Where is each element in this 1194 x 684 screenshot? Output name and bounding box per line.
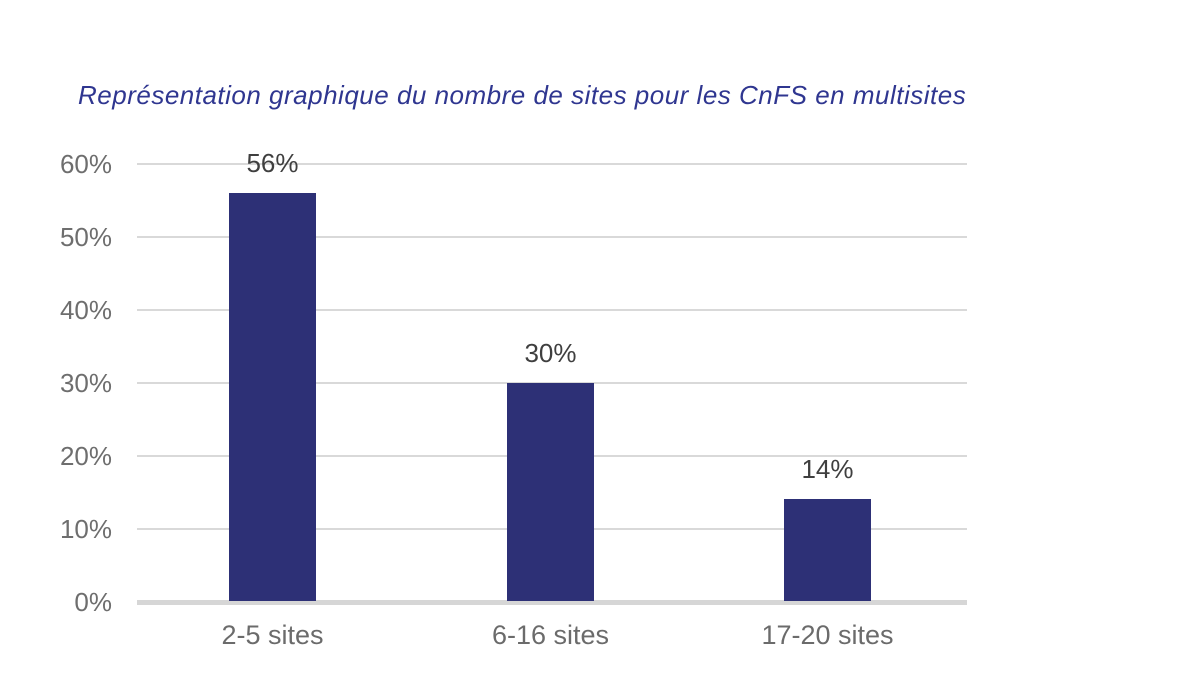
bar: [229, 193, 316, 602]
x-axis-category-label: 6-16 sites: [491, 620, 610, 650]
bar: [507, 382, 594, 602]
x-axis-category-label: 17-20 sites: [761, 620, 894, 650]
y-axis-tick-label: 0%: [74, 586, 112, 617]
bar: [784, 499, 871, 602]
x-axis-category-label: 2-5 sites: [221, 620, 324, 650]
y-axis-tick-label: 60%: [59, 149, 112, 180]
x-axis-line: [137, 599, 967, 605]
y-axis-tick-label: 20%: [59, 440, 112, 471]
gridline: [137, 308, 967, 311]
gridline: [137, 163, 967, 166]
y-axis-tick-label: 10%: [59, 513, 112, 544]
y-axis-tick-label: 40%: [59, 294, 112, 325]
chart-title: Représentation graphique du nombre de si…: [78, 80, 967, 110]
gridline: [137, 236, 967, 238]
bar-value-label: 14%: [801, 454, 854, 485]
bar-value-label: 30%: [524, 337, 577, 368]
y-axis-tick-label: 30%: [59, 367, 112, 398]
y-axis-tick-label: 50%: [59, 222, 112, 252]
bar-value-label: 56%: [246, 148, 299, 179]
